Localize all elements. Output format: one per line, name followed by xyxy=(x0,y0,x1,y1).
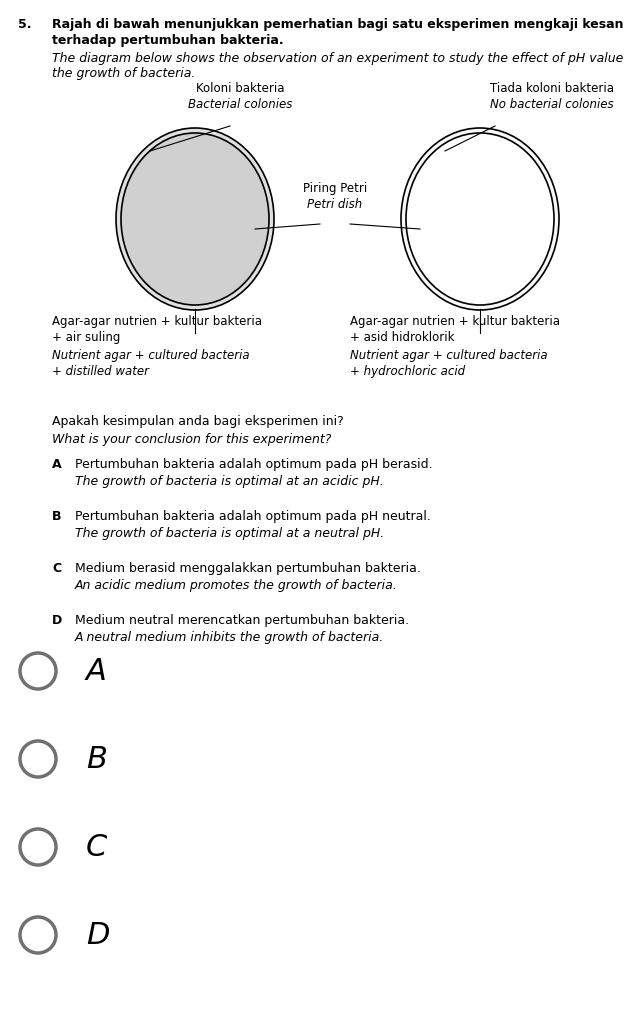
Text: Nutrient agar + cultured bacteria: Nutrient agar + cultured bacteria xyxy=(350,348,548,362)
Text: Pertumbuhan bakteria adalah optimum pada pH neutral.: Pertumbuhan bakteria adalah optimum pada… xyxy=(75,510,431,523)
Text: The growth of bacteria is optimal at an acidic pH.: The growth of bacteria is optimal at an … xyxy=(75,475,384,487)
Text: Koloni bakteria: Koloni bakteria xyxy=(196,82,284,95)
Ellipse shape xyxy=(116,128,274,311)
Text: Apakah kesimpulan anda bagi eksperimen ini?: Apakah kesimpulan anda bagi eksperimen i… xyxy=(52,415,344,428)
Text: B: B xyxy=(52,510,61,523)
Text: D: D xyxy=(52,613,62,627)
Text: Rajah di bawah menunjukkan pemerhatian bagi satu eksperimen mengkaji kesan nilai: Rajah di bawah menunjukkan pemerhatian b… xyxy=(52,18,625,31)
Text: D: D xyxy=(86,920,109,950)
Text: C: C xyxy=(86,833,108,862)
Text: Piring Petri: Piring Petri xyxy=(303,181,367,195)
Ellipse shape xyxy=(401,128,559,311)
Text: Petri dish: Petri dish xyxy=(308,198,362,211)
Text: + hydrochloric acid: + hydrochloric acid xyxy=(350,365,465,378)
Text: No bacterial colonies: No bacterial colonies xyxy=(490,98,614,111)
Text: Agar-agar nutrien + kultur bakteria: Agar-agar nutrien + kultur bakteria xyxy=(52,315,262,328)
Text: terhadap pertumbuhan bakteria.: terhadap pertumbuhan bakteria. xyxy=(52,34,284,47)
Ellipse shape xyxy=(406,133,554,306)
Text: 5.: 5. xyxy=(18,18,31,31)
Text: A: A xyxy=(52,458,62,471)
Text: Pertumbuhan bakteria adalah optimum pada pH berasid.: Pertumbuhan bakteria adalah optimum pada… xyxy=(75,458,432,471)
Text: Bacterial colonies: Bacterial colonies xyxy=(188,98,292,111)
Text: The diagram below shows the observation of an experiment to study the effect of : The diagram below shows the observation … xyxy=(52,52,625,65)
Text: + asid hidroklorik: + asid hidroklorik xyxy=(350,331,454,343)
Text: The growth of bacteria is optimal at a neutral pH.: The growth of bacteria is optimal at a n… xyxy=(75,527,384,539)
Text: B: B xyxy=(86,745,107,773)
Text: A neutral medium inhibits the growth of bacteria.: A neutral medium inhibits the growth of … xyxy=(75,631,384,643)
Text: + distilled water: + distilled water xyxy=(52,365,149,378)
Text: Nutrient agar + cultured bacteria: Nutrient agar + cultured bacteria xyxy=(52,348,249,362)
Ellipse shape xyxy=(121,133,269,306)
Text: Medium berasid menggalakkan pertumbuhan bakteria.: Medium berasid menggalakkan pertumbuhan … xyxy=(75,561,421,575)
Text: A: A xyxy=(86,657,107,686)
Text: An acidic medium promotes the growth of bacteria.: An acidic medium promotes the growth of … xyxy=(75,579,398,591)
Text: Tiada koloni bakteria: Tiada koloni bakteria xyxy=(490,82,614,95)
Text: What is your conclusion for this experiment?: What is your conclusion for this experim… xyxy=(52,433,331,445)
Text: C: C xyxy=(52,561,61,575)
Text: Agar-agar nutrien + kultur bakteria: Agar-agar nutrien + kultur bakteria xyxy=(350,315,560,328)
Text: Medium neutral merencatkan pertumbuhan bakteria.: Medium neutral merencatkan pertumbuhan b… xyxy=(75,613,409,627)
Text: + air suling: + air suling xyxy=(52,331,121,343)
Text: the growth of bacteria.: the growth of bacteria. xyxy=(52,67,196,79)
